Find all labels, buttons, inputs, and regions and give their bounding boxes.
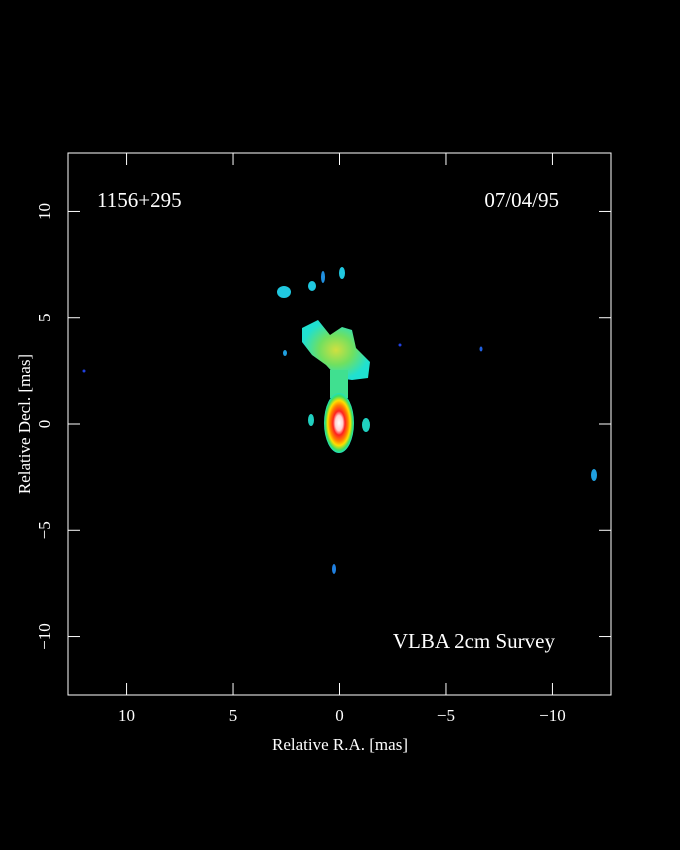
- y-tick-label: −5: [35, 521, 54, 539]
- blob: [362, 418, 370, 432]
- y-axis-label: Relative Decl. [mas]: [15, 354, 34, 494]
- source-image: [82, 267, 597, 574]
- blob: [321, 271, 325, 283]
- blob: [591, 469, 597, 481]
- source-name: 1156+295: [97, 188, 182, 212]
- x-tick-label: 0: [335, 706, 344, 725]
- observation-date: 07/04/95: [484, 188, 559, 212]
- core: [324, 393, 354, 453]
- x-tick-label: −10: [539, 706, 566, 725]
- y-tick-label: 5: [35, 313, 54, 322]
- x-axis-label: Relative R.A. [mas]: [272, 735, 408, 754]
- blob: [308, 414, 314, 426]
- blob: [398, 343, 402, 347]
- blob: [277, 286, 291, 298]
- y-tick-label: 10: [35, 203, 54, 220]
- survey-label: VLBA 2cm Survey: [393, 629, 556, 653]
- blob: [308, 281, 316, 291]
- blob: [332, 564, 336, 574]
- blob: [283, 350, 287, 356]
- jet-emission: [302, 320, 370, 380]
- blob: [82, 369, 86, 373]
- x-tick-label: 5: [229, 706, 238, 725]
- y-tick-label: 0: [35, 420, 54, 429]
- blob: [479, 346, 483, 352]
- y-tick-label: −10: [35, 623, 54, 650]
- x-tick-label: 10: [118, 706, 135, 725]
- jet-base: [330, 370, 348, 398]
- x-tick-label: −5: [437, 706, 455, 725]
- blob: [339, 267, 345, 279]
